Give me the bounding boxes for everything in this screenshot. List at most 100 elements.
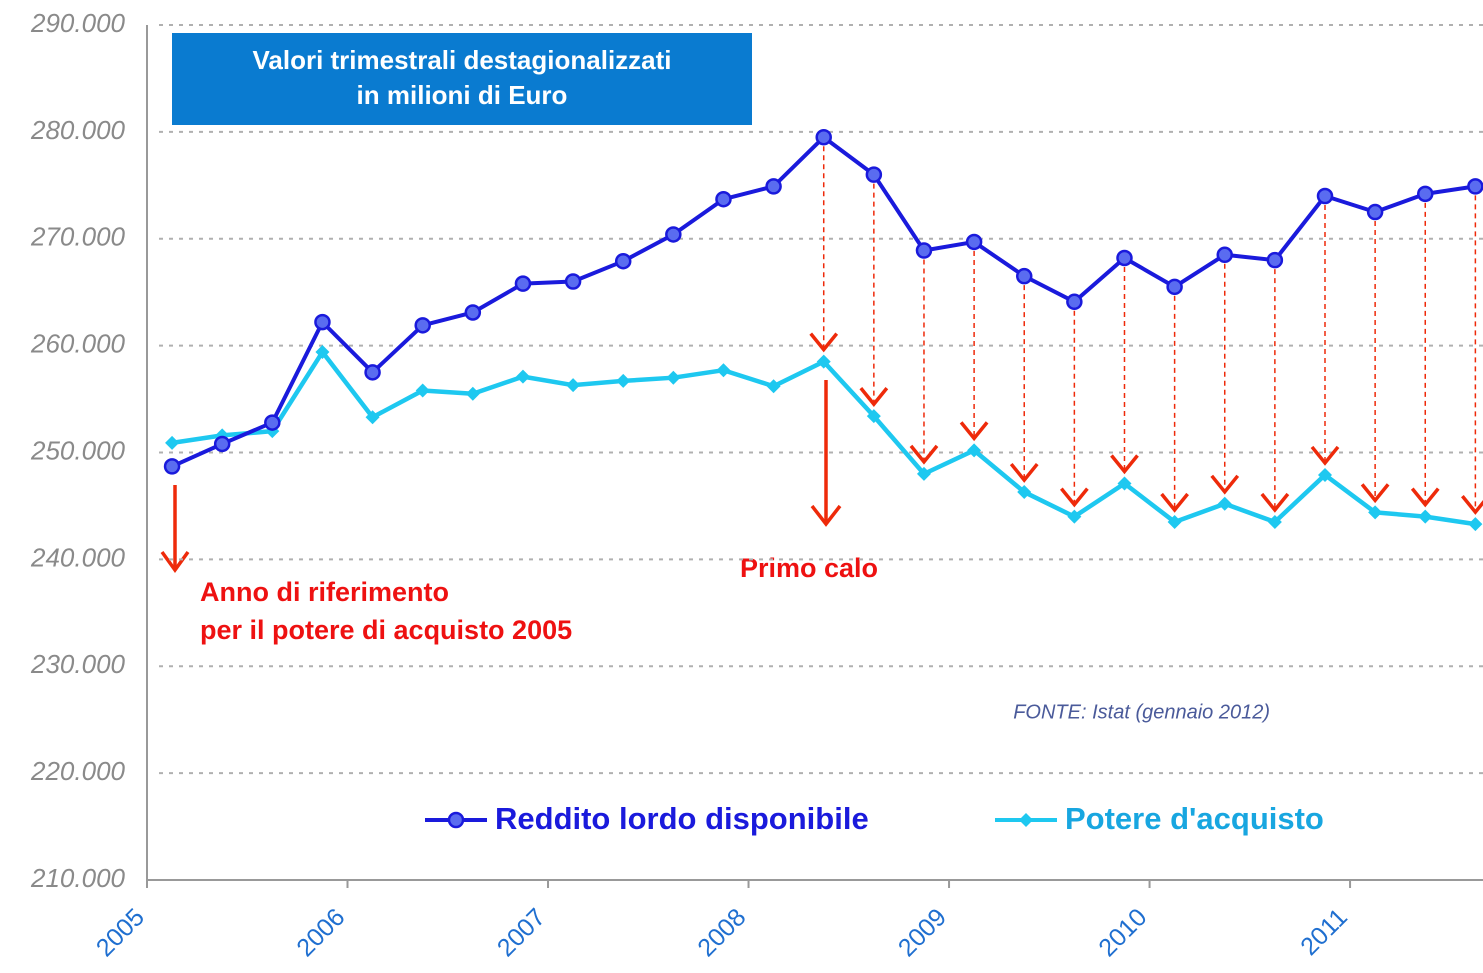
point <box>314 313 331 331</box>
source: FONTE: Istat (gennaio 2012) <box>1013 701 1270 723</box>
point <box>1467 178 1483 195</box>
x-tick-label: 2006 <box>291 903 350 962</box>
point <box>1067 509 1082 524</box>
point <box>1417 185 1434 203</box>
legend-label: Reddito lordo disponibile <box>495 801 869 836</box>
point <box>865 166 883 183</box>
point <box>866 409 881 424</box>
point <box>816 354 831 369</box>
drop-arrow <box>1210 254 1240 495</box>
point <box>715 190 732 208</box>
y-tick-label: 290.000 <box>30 8 126 38</box>
point <box>1116 249 1133 267</box>
point <box>965 233 983 251</box>
drop-arrow <box>1461 186 1483 515</box>
point <box>315 345 330 360</box>
legend-marker <box>447 811 465 829</box>
point <box>1368 505 1383 520</box>
point <box>415 383 430 398</box>
x-tick-label: 2007 <box>492 903 551 962</box>
x-tick-label: 2005 <box>91 903 150 962</box>
point <box>213 435 231 453</box>
point <box>365 410 380 425</box>
drop-arrow <box>959 241 989 442</box>
point <box>514 275 532 292</box>
point <box>616 373 631 388</box>
drop-head <box>809 332 839 353</box>
point <box>566 378 581 393</box>
drop-head <box>1461 495 1483 515</box>
drop-head <box>1310 445 1340 466</box>
y-tick-label: 270.000 <box>30 222 126 252</box>
x-tick-label: 2011 <box>1295 903 1353 961</box>
point <box>1166 278 1183 296</box>
point <box>163 458 181 475</box>
legend-marker <box>1019 813 1033 827</box>
point <box>1267 514 1282 529</box>
point <box>1117 476 1132 491</box>
drop-head <box>1210 474 1240 495</box>
drop-head <box>1260 492 1290 513</box>
point <box>1317 467 1332 482</box>
point <box>815 128 832 146</box>
point <box>1468 517 1483 532</box>
point <box>1017 485 1032 500</box>
point <box>765 178 782 195</box>
point <box>165 435 180 450</box>
y-tick-label: 220.000 <box>30 756 126 786</box>
point <box>1167 514 1182 529</box>
y-tick-label: 260.000 <box>30 329 126 359</box>
y-tick-label: 250.000 <box>30 435 126 465</box>
x-tick-label: 2009 <box>893 903 952 962</box>
reference-arrow <box>160 380 842 573</box>
y-tick-label: 280.000 <box>30 115 126 145</box>
point <box>665 226 682 243</box>
annotation: per il potere di acquisto 2005 <box>200 615 572 645</box>
drop-arrow <box>1110 257 1139 475</box>
point <box>766 379 781 394</box>
legend-label: Potere d'acquisto <box>1065 801 1324 836</box>
drop-head <box>1009 462 1039 483</box>
drop-head <box>1060 487 1089 508</box>
drop-arrow <box>1060 301 1089 508</box>
annotation: Primo calo <box>740 553 878 583</box>
drop-arrow <box>859 174 889 407</box>
point <box>967 443 982 458</box>
x-tick-label: 2010 <box>1093 903 1152 962</box>
drop-head <box>1360 483 1390 504</box>
annotation: Anno di riferimento <box>200 577 449 607</box>
point <box>1316 187 1334 205</box>
drop-arrow <box>1009 276 1039 483</box>
drop-head <box>859 387 889 407</box>
drop-arrow <box>1410 193 1440 508</box>
drop-arrow <box>1260 260 1290 513</box>
x-tick-label: 2008 <box>692 903 751 962</box>
drop-arrow <box>909 250 939 465</box>
drop-arrow <box>1160 286 1189 513</box>
point <box>1015 267 1033 285</box>
point <box>465 386 480 401</box>
point <box>564 273 582 290</box>
point <box>1066 293 1083 311</box>
drop-head <box>909 444 939 465</box>
drop-head <box>1410 487 1440 508</box>
drop-head <box>1110 454 1139 475</box>
point <box>264 414 281 431</box>
title-box <box>172 33 752 125</box>
point <box>464 304 482 321</box>
point <box>666 370 681 385</box>
drop-head <box>959 421 989 442</box>
point <box>916 466 931 481</box>
point <box>414 317 431 334</box>
point <box>364 364 381 381</box>
drop-arrow <box>809 137 839 353</box>
drop-head <box>1160 492 1189 513</box>
point <box>1216 246 1233 264</box>
chart-title: in milioni di Euro <box>357 80 568 110</box>
point <box>614 252 632 270</box>
point <box>915 242 933 259</box>
drop-arrow <box>1360 212 1390 504</box>
y-tick-label: 210.000 <box>30 863 126 893</box>
chart-title: Valori trimestrali destagionalizzati <box>252 45 671 75</box>
